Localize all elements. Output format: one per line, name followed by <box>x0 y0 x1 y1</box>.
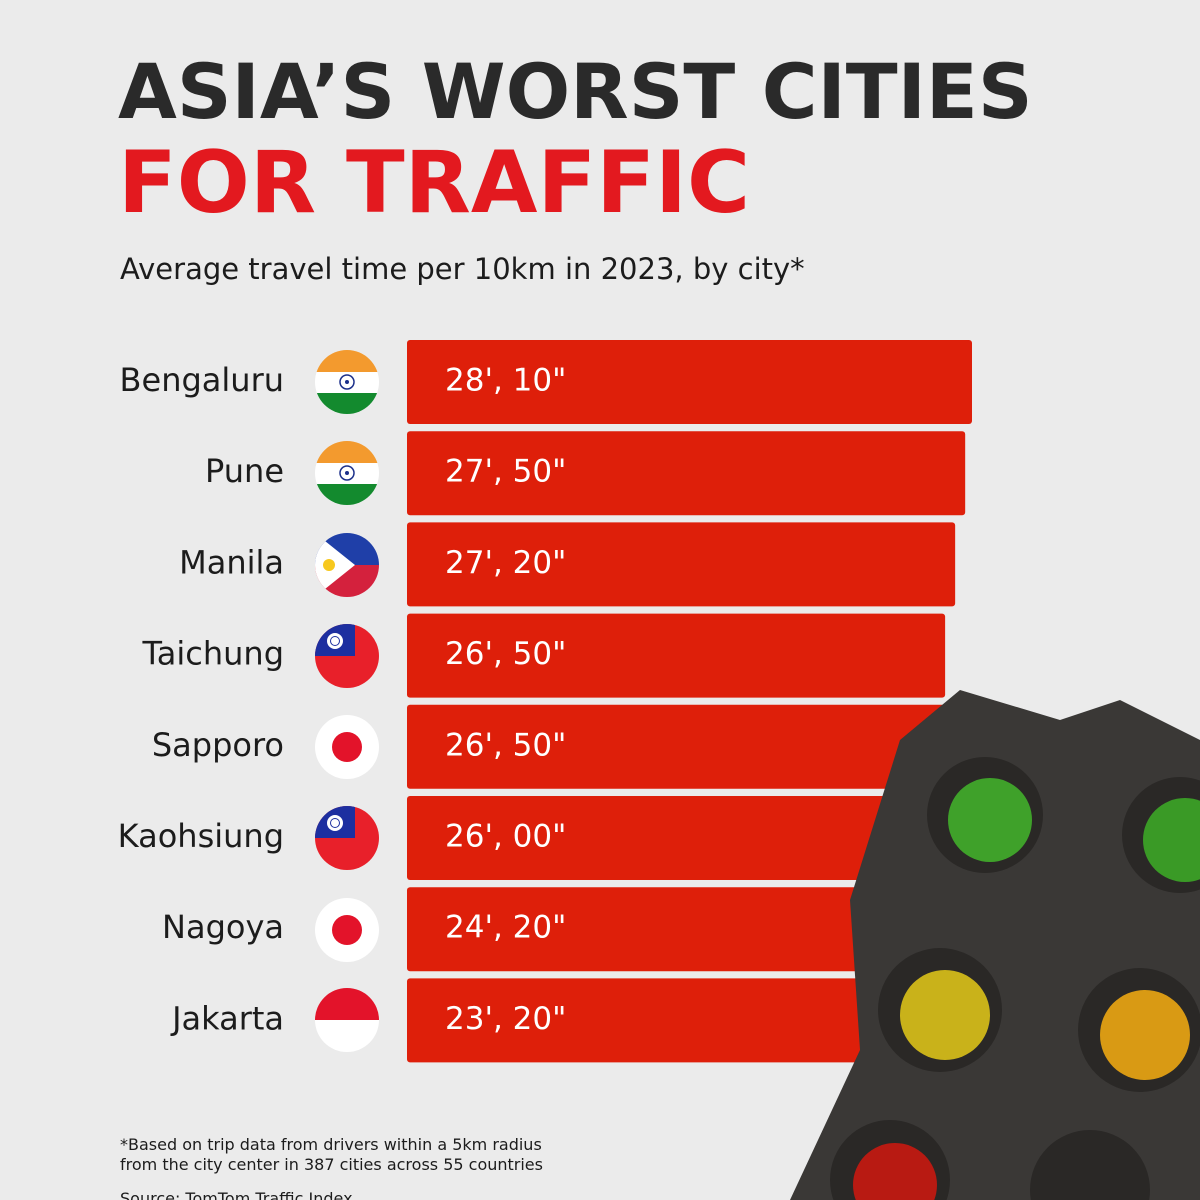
bar <box>407 704 946 789</box>
title-highlight: FOR TRAFFIC <box>118 133 750 233</box>
value-label: 27', 20" <box>445 545 566 581</box>
bar <box>407 340 972 424</box>
bar <box>407 796 929 880</box>
source: Source: TomTom Traffic Index <box>120 1189 353 1200</box>
title: ASIA’S WORST CITIES <box>118 47 1033 136</box>
value-label: 27', 50" <box>445 454 566 490</box>
city-label: Nagoya <box>162 908 284 946</box>
bar <box>407 613 946 698</box>
value-label: 23', 20" <box>445 1001 566 1037</box>
flag <box>315 806 379 870</box>
city-label: Bengaluru <box>120 361 284 399</box>
flag <box>315 715 379 779</box>
flags <box>315 350 379 1052</box>
bar <box>407 431 966 516</box>
value-label: 24', 20" <box>445 910 566 946</box>
city-label: Pune <box>205 452 284 490</box>
flag <box>315 624 379 688</box>
bar <box>407 522 956 607</box>
bars: 28', 10" 27', 50" 27', 20" 26', 50" 26', 50"… <box>407 340 972 1063</box>
flag <box>315 988 379 1052</box>
flag <box>315 350 379 414</box>
value-label: 28', 10" <box>445 363 566 399</box>
flag <box>315 441 379 505</box>
footnote: from the city center in 387 cities acros… <box>120 1155 543 1174</box>
city-label: Sapporo <box>152 726 284 764</box>
value-label: 26', 50" <box>445 727 566 763</box>
value-label: 26', 50" <box>445 636 566 672</box>
city-label: Jakarta <box>170 999 284 1037</box>
subtitle: Average travel time per 10km in 2023, by… <box>120 252 805 286</box>
value-label: 26', 00" <box>445 819 566 855</box>
city-label: Kaohsiung <box>118 817 284 855</box>
footnote: *Based on trip data from drivers within … <box>120 1135 542 1154</box>
flag <box>315 898 379 962</box>
traffic-light <box>790 690 1200 1200</box>
bar <box>407 887 895 972</box>
city-label: Taichung <box>142 635 285 673</box>
flag <box>315 533 379 597</box>
bar <box>407 978 875 1063</box>
city-label: Manila <box>179 543 284 581</box>
